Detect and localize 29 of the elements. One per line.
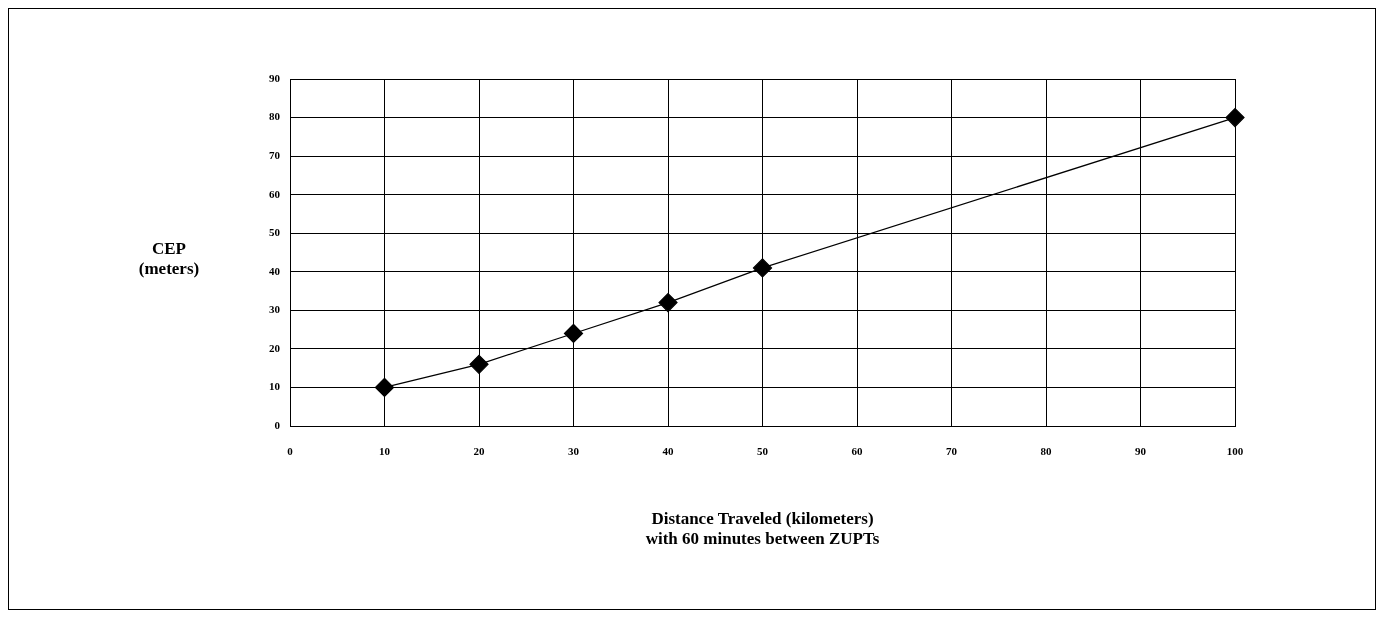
x-tick-label: 90 — [1135, 445, 1147, 458]
y-tick-label: 70 — [269, 148, 281, 161]
y-axis-title: CEP (meters) — [137, 239, 201, 279]
x-tick-label: 80 — [1040, 445, 1052, 458]
x-tick-label: 50 — [757, 445, 769, 458]
x-tick-label: 10 — [379, 445, 391, 458]
y-tick-label: 20 — [269, 341, 281, 354]
x-tick-label: 0 — [287, 445, 294, 458]
y-tick-label: 90 — [269, 71, 281, 84]
x-tick-label: 30 — [568, 445, 580, 458]
x-tick-label: 100 — [1226, 445, 1244, 458]
point — [374, 377, 395, 398]
point — [658, 293, 678, 313]
point — [752, 258, 773, 278]
y-tick-label: 40 — [269, 264, 281, 277]
y-tick-label: 50 — [269, 226, 281, 239]
point — [563, 323, 584, 344]
x-tick-label: 40 — [662, 445, 674, 458]
x-tick-label: 60 — [851, 445, 863, 458]
y-tick-label: 10 — [269, 380, 281, 393]
point — [1225, 107, 1245, 128]
y-tick-label: 60 — [269, 187, 281, 200]
y-tick-label: 80 — [269, 110, 281, 123]
x-axis-title: Distance Traveled (kilometers) with 60 minutes between ZUPTs — [645, 508, 880, 549]
point — [469, 354, 489, 374]
y-tick-label: 0 — [274, 418, 281, 431]
x-tick-label: 70 — [946, 445, 958, 458]
y-tick-label: 30 — [269, 303, 281, 316]
x-tick-label: 20 — [473, 445, 485, 458]
